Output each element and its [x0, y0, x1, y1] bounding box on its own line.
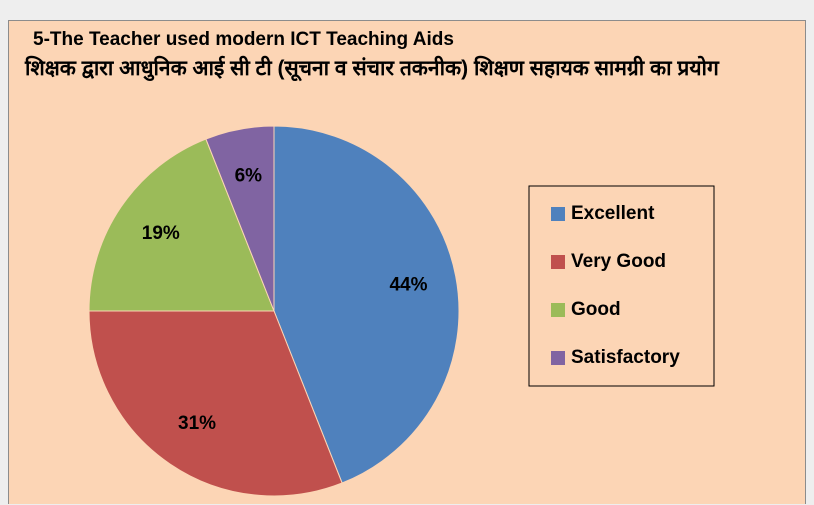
data-label: 44%: [389, 274, 427, 295]
pie-slice: [205, 125, 275, 312]
chart-title: 5-The Teacher used modern ICT Teaching A…: [33, 29, 454, 50]
legend-label: Very Good: [571, 251, 666, 272]
pie-slice: [88, 138, 275, 312]
legend-swatch: [551, 207, 565, 221]
data-label: 6%: [235, 166, 263, 187]
chart-area: 5-The Teacher used modern ICT Teaching A…: [8, 20, 806, 504]
legend-box: [528, 185, 715, 387]
pie-slice: [88, 310, 343, 497]
pie-slice: [273, 125, 460, 484]
data-label: 19%: [142, 223, 180, 244]
legend-swatch: [551, 351, 565, 365]
legend-label: Satisfactory: [571, 347, 680, 368]
legend-label: Excellent: [571, 203, 655, 224]
chart-subtitle: शिक्षक द्वारा आधुनिक आई सी टी (सूचना व स…: [25, 57, 719, 80]
chart: 44% 31% 19% 6% Excellent Very Good Good Satisfa…: [88, 125, 715, 497]
legend-swatch: [551, 303, 565, 317]
legend-swatch: [551, 255, 565, 269]
data-label: 31%: [178, 413, 216, 434]
legend-label: Good: [571, 299, 621, 320]
